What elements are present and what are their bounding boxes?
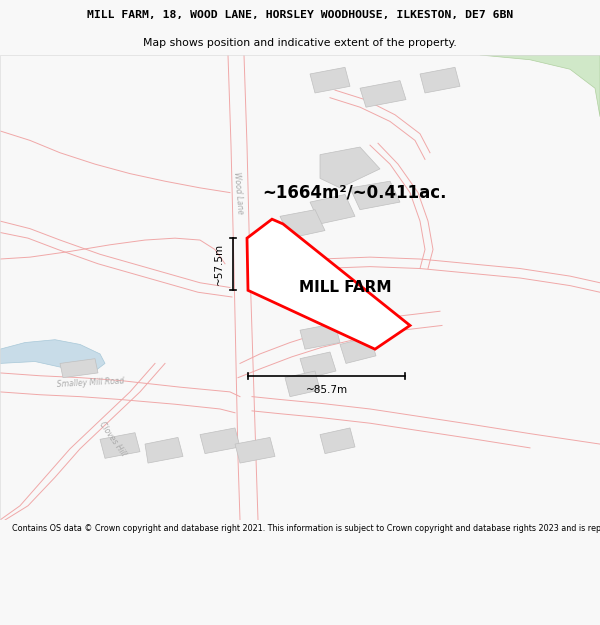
Polygon shape [360,81,406,107]
Text: Contains OS data © Crown copyright and database right 2021. This information is : Contains OS data © Crown copyright and d… [12,524,600,533]
Polygon shape [60,359,98,378]
Polygon shape [310,68,350,93]
Text: ~57.5m: ~57.5m [214,243,224,285]
Polygon shape [200,428,240,454]
Polygon shape [300,352,336,379]
Polygon shape [145,438,183,463]
Text: Wood Lane: Wood Lane [232,171,244,214]
Polygon shape [100,432,140,458]
Polygon shape [300,324,340,349]
Text: Cloves Hill: Cloves Hill [97,421,127,458]
Text: MILL FARM, 18, WOOD LANE, HORSLEY WOODHOUSE, ILKESTON, DE7 6BN: MILL FARM, 18, WOOD LANE, HORSLEY WOODHO… [87,11,513,21]
Polygon shape [285,371,320,397]
Text: ~1664m²/~0.411ac.: ~1664m²/~0.411ac. [263,184,447,202]
Text: MILL FARM: MILL FARM [299,280,391,295]
Polygon shape [320,147,380,188]
Text: ~85.7m: ~85.7m [305,385,347,395]
Polygon shape [340,337,376,363]
Polygon shape [0,340,105,371]
Polygon shape [235,438,275,463]
Polygon shape [280,209,325,238]
Polygon shape [320,428,355,454]
Polygon shape [310,194,355,224]
Text: Smalley Mill Road: Smalley Mill Road [56,376,124,389]
Text: Map shows position and indicative extent of the property.: Map shows position and indicative extent… [143,38,457,48]
Polygon shape [420,68,460,93]
Polygon shape [247,219,410,349]
Polygon shape [480,55,600,117]
Polygon shape [350,181,400,209]
